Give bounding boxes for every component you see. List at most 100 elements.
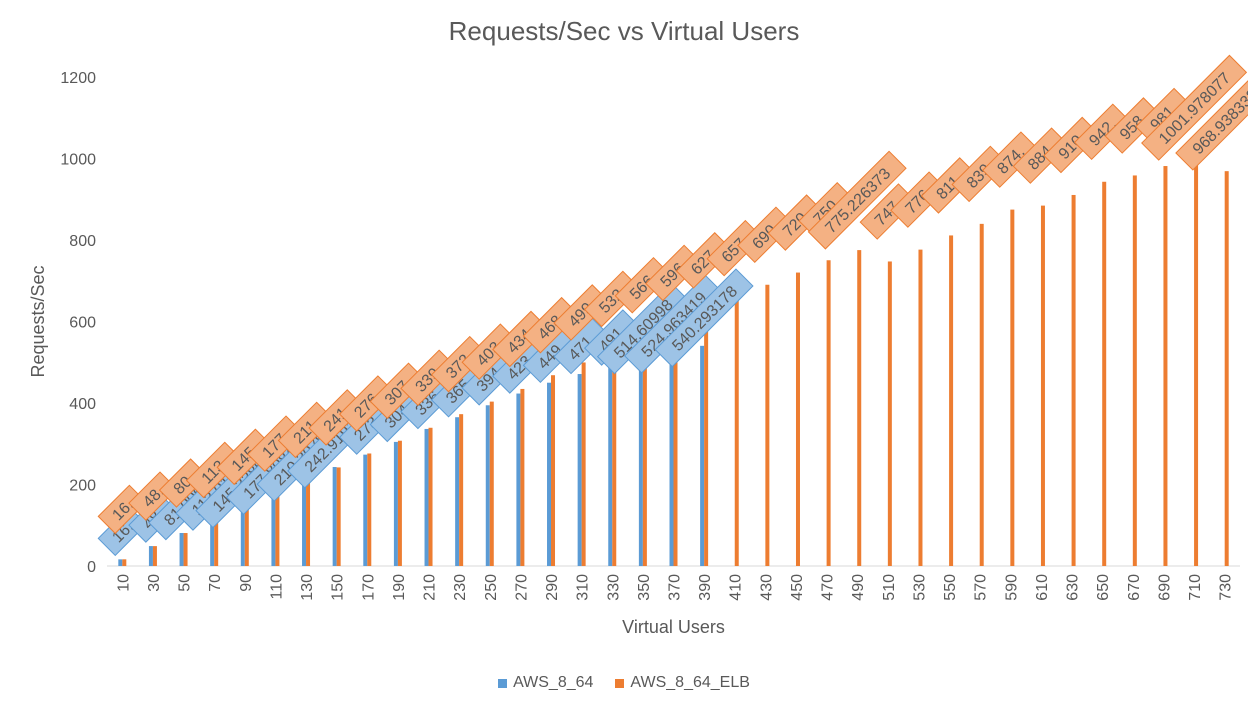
y-tick-label: 400 xyxy=(69,396,96,413)
bar xyxy=(612,348,617,566)
bar xyxy=(428,427,433,566)
bar xyxy=(1132,175,1137,566)
bar xyxy=(1163,166,1168,566)
bar xyxy=(577,374,582,566)
x-tick-label: 130 xyxy=(299,574,316,601)
bar xyxy=(669,352,674,566)
x-tick-label: 510 xyxy=(881,574,898,601)
x-tick-label: 310 xyxy=(575,574,592,601)
x-tick-label: 570 xyxy=(973,574,990,601)
bar xyxy=(1224,171,1229,566)
bar xyxy=(857,250,862,566)
bar xyxy=(336,467,341,566)
bar xyxy=(551,375,556,566)
bar xyxy=(275,493,280,566)
legend-swatch xyxy=(615,678,625,688)
x-tick-label: 270 xyxy=(513,574,530,601)
chart-title: Requests/Sec vs Virtual Users xyxy=(448,16,800,46)
legend: AWS_8_64 AWS_8_64_ELB xyxy=(0,674,1248,692)
x-tick-label: 70 xyxy=(207,574,224,592)
bar xyxy=(118,559,123,566)
x-tick-label: 450 xyxy=(789,574,806,601)
x-tick-label: 410 xyxy=(728,574,745,601)
x-axis-label: Virtual Users xyxy=(622,617,725,637)
bar xyxy=(673,322,678,566)
x-tick-label: 730 xyxy=(1218,574,1235,601)
bar xyxy=(459,414,464,566)
bar xyxy=(795,272,800,566)
bar xyxy=(638,356,643,566)
bar xyxy=(363,454,368,566)
x-tick-label: 670 xyxy=(1126,574,1143,601)
bar xyxy=(183,533,188,566)
bar xyxy=(240,506,245,566)
bar xyxy=(397,440,402,566)
x-tick-label: 110 xyxy=(268,574,285,600)
y-tick-label: 0 xyxy=(87,559,96,576)
y-tick-label: 1000 xyxy=(60,152,96,169)
bar xyxy=(214,519,219,566)
bar xyxy=(520,388,525,566)
x-tick-label: 290 xyxy=(544,574,561,601)
x-tick-label: 150 xyxy=(330,574,347,601)
bar xyxy=(179,532,184,566)
bar xyxy=(979,223,984,566)
x-tick-label: 330 xyxy=(605,574,622,601)
bar xyxy=(1102,181,1107,566)
x-tick-label: 250 xyxy=(483,574,500,601)
y-tick-label: 1200 xyxy=(60,70,96,87)
x-tick-label: 230 xyxy=(452,574,469,601)
bar xyxy=(485,405,490,566)
x-tick-label: 690 xyxy=(1156,574,1173,601)
x-tick-label: 10 xyxy=(115,574,132,592)
bar xyxy=(826,260,831,566)
x-tick-label: 30 xyxy=(146,574,163,592)
x-tick-label: 490 xyxy=(850,574,867,601)
x-tick-label: 530 xyxy=(911,574,928,601)
x-tick-label: 190 xyxy=(391,574,408,601)
y-tick-label: 800 xyxy=(69,233,96,250)
y-axis-label: Requests/Sec xyxy=(28,265,48,377)
bar xyxy=(765,284,770,566)
bar xyxy=(393,441,398,566)
x-tick-label: 210 xyxy=(422,574,439,601)
data-labels: 16.48.81.006113.016145.338532177.8084992… xyxy=(97,54,1248,557)
bar xyxy=(547,382,552,566)
bar xyxy=(516,393,521,566)
legend-item-aws-8-64-elb: AWS_8_64_ELB xyxy=(615,674,750,692)
bar xyxy=(949,235,954,566)
x-tick-label: 630 xyxy=(1065,574,1082,601)
bar xyxy=(1071,194,1076,566)
bar xyxy=(152,546,157,566)
legend-swatch xyxy=(498,678,508,688)
bar xyxy=(244,506,249,566)
bar xyxy=(1010,209,1015,566)
bar xyxy=(1194,157,1199,566)
bar xyxy=(608,365,613,566)
bar xyxy=(210,519,215,566)
x-tick-label: 470 xyxy=(820,574,837,601)
x-tick-label: 390 xyxy=(697,574,714,601)
bar xyxy=(887,261,892,566)
bar xyxy=(367,453,372,566)
x-tick-label: 610 xyxy=(1034,574,1051,601)
x-tick-label: 50 xyxy=(177,574,194,592)
x-tick-label: 710 xyxy=(1187,574,1204,601)
bar xyxy=(734,298,739,566)
bar xyxy=(1040,205,1045,566)
legend-label: AWS_8_64 xyxy=(513,674,594,691)
x-axis-ticks: 10 30 50 70 90 110 130 150 170 190 210 230 250 270 290… xyxy=(115,574,1234,601)
bar xyxy=(642,335,647,566)
y-tick-label: 600 xyxy=(69,315,96,332)
bar xyxy=(704,310,709,566)
y-axis-ticks: 0 200 400 600 800 1000 1200 xyxy=(60,70,96,576)
bar xyxy=(424,428,429,566)
legend-label: AWS_8_64_ELB xyxy=(630,674,750,691)
x-tick-label: 170 xyxy=(360,574,377,601)
y-tick-label: 200 xyxy=(69,478,96,495)
bar xyxy=(581,362,586,566)
bar xyxy=(700,345,705,566)
bar xyxy=(122,559,127,566)
bar xyxy=(306,479,311,566)
